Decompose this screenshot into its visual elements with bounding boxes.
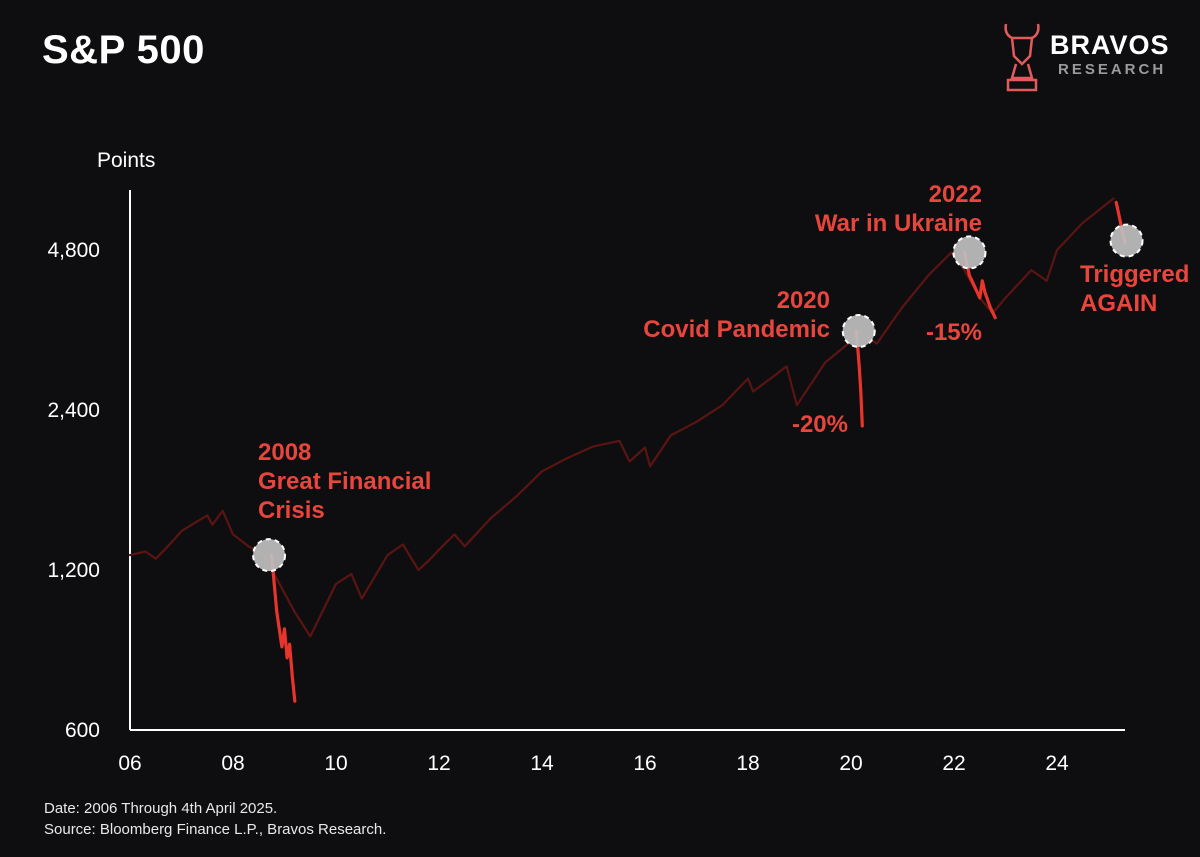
bull-knight-icon [1004, 23, 1040, 92]
x-tick-label: 08 [221, 752, 244, 775]
logo-sub-text: RESEARCH [1058, 61, 1167, 78]
chart-annotation: Triggered AGAIN [1080, 261, 1189, 317]
annotation-line: AGAIN [1080, 290, 1157, 317]
annotation-line: 2008 [258, 439, 311, 466]
x-tick-label: 20 [839, 752, 862, 775]
annotation-line: -15% [926, 319, 982, 346]
annotation-line: Covid Pandemic [643, 316, 830, 343]
y-tick-label: 1,200 [47, 559, 100, 582]
trigger-marker [952, 235, 987, 270]
chart-annotation: 2020 Covid Pandemic [643, 287, 830, 343]
date-note: Date: 2006 Through 4th April 2025. [44, 800, 278, 817]
source-note: Source: Bloomberg Finance L.P., Bravos R… [44, 821, 387, 838]
x-tick-label: 18 [736, 752, 759, 775]
y-axis-label: Points [97, 149, 155, 172]
annotation-line: 2020 [777, 287, 830, 314]
x-tick-label: 06 [118, 752, 141, 775]
logo-brand-text: BRAVOS [1050, 30, 1170, 60]
annotation-layer: 2008 Great Financial Crisis 2020 Covid Pande… [258, 181, 1189, 524]
x-tick-labels: 06 08 10 12 14 16 18 20 22 24 [118, 752, 1069, 775]
x-tick-label: 16 [633, 752, 656, 775]
annotation-line: 2022 [929, 181, 982, 208]
y-tick-label: 600 [65, 719, 100, 742]
chart-annotation: -20% [792, 411, 848, 438]
selloff-highlight-line [270, 553, 297, 703]
x-tick-label: 24 [1045, 752, 1069, 775]
x-tick-label: 14 [530, 752, 554, 775]
trigger-marker [841, 313, 876, 348]
bravos-logo: BRAVOS RESEARCH [1000, 18, 1190, 98]
trigger-marker [252, 538, 287, 573]
annotation-line: Great Financial [258, 468, 431, 495]
chart-axes [129, 190, 1125, 731]
annotation-line: War in Ukraine [815, 210, 982, 237]
page-title: S&P 500 [42, 28, 205, 72]
chart-annotation: 2008 Great Financial Crisis [258, 439, 431, 524]
markers-layer [252, 223, 1144, 573]
trigger-marker [1109, 223, 1144, 258]
y-tick-label: 2,400 [47, 399, 100, 422]
y-tick-labels: 600 1,200 2,400 4,800 [47, 239, 100, 742]
annotation-line: -20% [792, 411, 848, 438]
annotation-line: Triggered [1080, 261, 1189, 288]
chart-annotation: -15% [926, 319, 982, 346]
x-tick-label: 12 [427, 752, 450, 775]
x-tick-label: 10 [324, 752, 347, 775]
selloff-highlight-line [962, 250, 997, 320]
chart-annotation: 2022 War in Ukraine [815, 181, 982, 237]
annotation-line: Crisis [258, 497, 325, 524]
x-tick-label: 22 [942, 752, 965, 775]
y-tick-label: 4,800 [47, 239, 100, 262]
